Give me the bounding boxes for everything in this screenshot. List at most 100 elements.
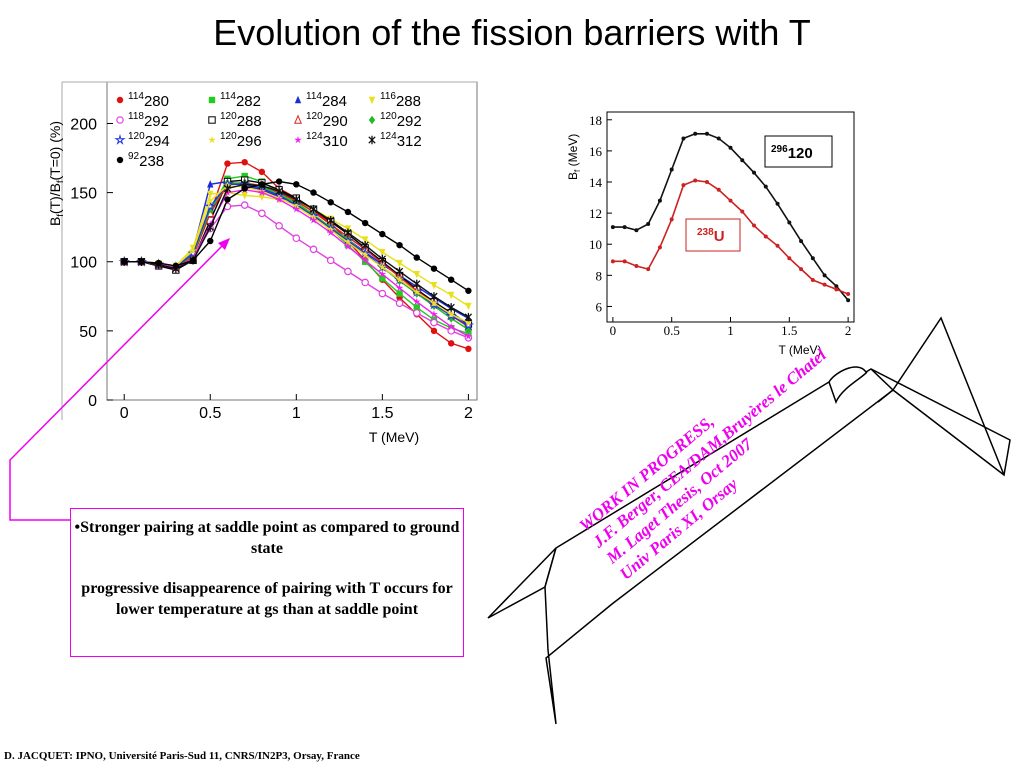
data-point-238-U (787, 256, 792, 261)
data-point-296-120 (704, 131, 709, 136)
data-point-238-U (610, 259, 615, 264)
data-point-92-238 (327, 199, 334, 206)
data-point-118-292 (240, 201, 249, 209)
data-point-114-280 (241, 158, 248, 166)
legend-entry: 120288 (220, 111, 262, 130)
data-point-92-238 (275, 178, 283, 185)
left-x-tick-label: 1 (292, 405, 301, 422)
data-point-238-U (810, 278, 815, 282)
right-y-tick-label: 12 (589, 206, 602, 221)
legend-entry: 114280 (128, 91, 169, 110)
data-point-296-120 (846, 298, 851, 303)
data-point-92-238 (189, 257, 197, 264)
data-point-124-312 (206, 222, 214, 232)
data-point-116-288 (207, 190, 214, 199)
data-point-114-280 (447, 340, 455, 347)
data-point-116-288 (465, 302, 472, 311)
data-point-92-238 (224, 196, 231, 203)
data-point-114-280 (258, 168, 266, 176)
right-x-tick-label: 1.5 (781, 323, 797, 338)
data-point-238-U (752, 223, 757, 228)
data-point-92-238 (465, 287, 472, 294)
data-point-114-282 (379, 275, 386, 282)
data-point-296-120 (763, 184, 768, 189)
data-point-296-120 (810, 256, 815, 261)
data-point-296-120 (787, 220, 792, 225)
data-point-120-296 (361, 250, 370, 259)
page-title: Evolution of the fission barriers with T (213, 12, 811, 53)
data-point-124-312 (464, 312, 473, 322)
right-x-tick-label: 2 (845, 323, 852, 338)
data-point-296-120 (646, 222, 651, 226)
data-point-238-U (704, 180, 709, 184)
data-point-92-238 (447, 276, 455, 283)
data-point-92-238 (207, 237, 214, 245)
data-point-118-292 (309, 245, 318, 254)
legend-entry: 120290 (306, 111, 348, 130)
ribbon-banner (487, 316, 1011, 725)
data-point-124-310 (275, 195, 283, 203)
callout-text-2: progressive disappearence of pairing wit… (81, 580, 453, 618)
data-point-114-284 (207, 180, 214, 188)
data-point-114-282 (396, 290, 403, 297)
data-point-124-310 (430, 310, 438, 318)
legend-entry: 120294 (128, 131, 170, 150)
data-point-238-U (657, 245, 662, 250)
data-point-296-120 (610, 225, 615, 230)
legend-entry: 92238 (128, 151, 164, 170)
right-y-tick-label: 18 (589, 113, 602, 128)
legend-marker (294, 114, 302, 124)
data-point-238-U (728, 198, 733, 203)
data-point-118-292 (361, 278, 369, 287)
data-point-92-238 (310, 189, 317, 196)
left-x-tick-label: 2 (464, 405, 473, 422)
data-point-296-120 (728, 145, 733, 150)
right-y-tick-label: 16 (589, 144, 603, 159)
data-point-116-288 (258, 193, 266, 201)
data-point-238-U (622, 259, 627, 264)
legend-marker (116, 116, 124, 124)
data-point-124-310 (464, 332, 473, 340)
right-chart: 0 0.5 1 1.5 2 6 8 10 12 14 16 18 T (MeV) Bf (MeV) 2… (566, 111, 855, 357)
data-point-296-120 (669, 167, 674, 172)
data-point-124-312 (395, 267, 404, 276)
data-point-124-310 (447, 322, 456, 331)
data-point-120-296 (430, 299, 438, 307)
data-point-120-296 (378, 263, 387, 271)
data-point-238-U (763, 234, 768, 239)
data-point-124-312 (327, 216, 335, 225)
left-x-tick-label: 0 (120, 405, 129, 422)
data-point-238-U (681, 183, 686, 188)
data-point-296-120 (822, 273, 827, 278)
data-point-116-288 (447, 291, 455, 300)
legend-marker (116, 156, 124, 164)
right-x-tick-label: 1 (727, 323, 734, 338)
data-point-238-U (846, 292, 851, 296)
data-point-92-238 (121, 258, 128, 265)
data-point-296-120 (775, 201, 780, 206)
data-point-118-292 (275, 221, 283, 230)
data-point-92-238 (293, 181, 300, 188)
data-point-116-288 (241, 192, 248, 200)
legend-marker (208, 116, 216, 124)
data-point-238-U (834, 287, 839, 292)
legend-entry: 124310 (306, 131, 348, 150)
label-box-238-u (685, 218, 741, 252)
footer-credit: D. JACQUET: IPNO, Université Paris-Sud 1… (4, 750, 360, 762)
left-y-tick-label: 50 (79, 324, 97, 341)
legend-marker (368, 135, 376, 145)
arrow-head-icon (218, 238, 230, 250)
data-point-120-294 (462, 319, 475, 331)
data-point-238-U (669, 217, 674, 222)
data-point-296-120 (799, 239, 804, 244)
legend-entry: 114284 (306, 91, 347, 110)
data-point-118-292 (344, 267, 352, 276)
data-point-124-310 (395, 283, 404, 292)
data-point-296-120 (681, 136, 686, 141)
data-point-118-292 (292, 234, 301, 243)
data-point-238-U (775, 243, 780, 248)
data-point-116-288 (413, 270, 420, 279)
left-y-tick-label: 0 (88, 393, 97, 410)
data-point-124-310 (326, 228, 335, 237)
